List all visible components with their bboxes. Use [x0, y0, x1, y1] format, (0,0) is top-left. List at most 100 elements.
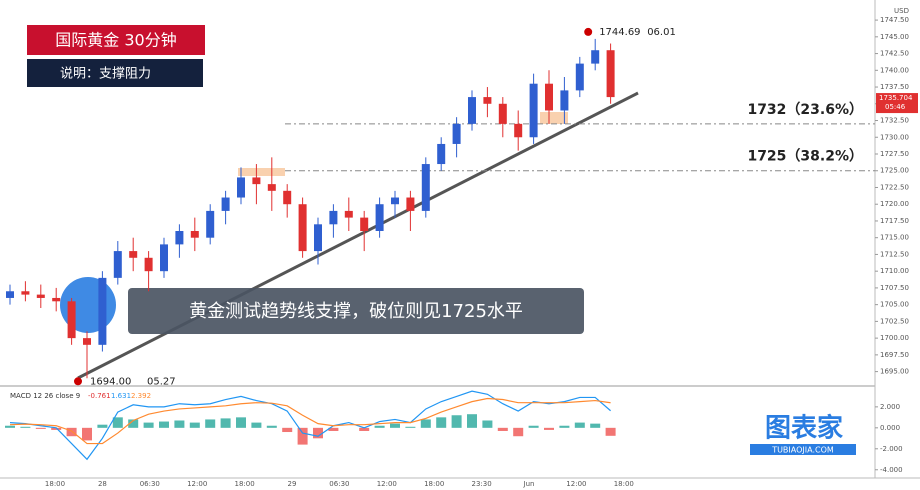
macd-hist-bar — [51, 427, 62, 430]
macd-hist-bar — [467, 414, 477, 428]
candle-body — [221, 197, 230, 211]
watermark-bar — [750, 444, 856, 455]
candle-body — [98, 277, 107, 345]
y-tick-label: 1707.50 — [880, 284, 909, 292]
y-tick-label: 1715.00 — [880, 234, 909, 242]
candle-body — [437, 143, 446, 165]
low-marker — [74, 377, 82, 386]
y-tick-label: 1732.50 — [880, 117, 909, 125]
macd-hist-bar — [328, 427, 339, 431]
candle-body — [252, 177, 261, 185]
x-tick-label: 12:00 — [187, 480, 207, 488]
annotation: 黄金测试趋势线支撑，破位则见1725水平 — [189, 301, 523, 322]
candle-body — [514, 123, 523, 138]
high-marker — [584, 27, 593, 36]
macd-hist-bar — [405, 426, 416, 428]
x-tick-label: 18:00 — [235, 480, 255, 488]
highlight-box — [238, 168, 285, 176]
candle-body — [575, 63, 584, 91]
y-tick-label: 1697.50 — [880, 351, 909, 359]
macd-hist-bar — [605, 427, 616, 436]
macd-y-tick-label: 0.000 — [880, 424, 900, 432]
candle-body — [36, 294, 45, 298]
watermark-sub: TUBIAOJIA.COM — [771, 446, 834, 455]
last-price-time: 05:46 — [885, 103, 906, 111]
candle-body — [267, 184, 276, 191]
y-tick-label: 1727.50 — [880, 150, 909, 158]
macd-hist-bar — [451, 415, 462, 428]
macd-hist-bar — [5, 425, 15, 428]
y-tick-label: 1712.50 — [880, 250, 909, 258]
macd-hist-bar — [359, 427, 370, 431]
low-date: 05.27 — [147, 376, 176, 387]
candle-body — [498, 103, 507, 124]
macd-hist-bar — [82, 427, 92, 441]
candle-body — [206, 210, 215, 238]
x-tick-label: 06:30 — [140, 480, 160, 488]
signal-value: 2.392 — [131, 392, 151, 400]
macd-hist-bar — [420, 419, 431, 428]
y-tick-label: 1730.00 — [880, 133, 909, 141]
candle-body — [344, 210, 353, 218]
candle-body — [283, 190, 292, 205]
y-tick-label: 1722.50 — [880, 183, 909, 191]
candle-body — [391, 197, 399, 205]
x-tick-label: 28 — [98, 480, 107, 488]
watermark: 图表家 — [765, 413, 843, 444]
candle-body — [21, 291, 30, 295]
macd-hist-bar — [20, 426, 31, 428]
macd-hist-bar — [220, 418, 231, 428]
candle-body — [483, 97, 492, 104]
candle-body — [67, 301, 76, 339]
level-label: 1732（23.6%） — [747, 102, 863, 118]
y-tick-label: 1702.50 — [880, 317, 909, 325]
low-label: 1694.00 — [90, 376, 131, 387]
macd-hist-bar — [390, 423, 400, 428]
x-tick-label: 12:00 — [566, 480, 586, 488]
highlight-box — [540, 112, 568, 124]
macd-hist-bar — [251, 422, 262, 428]
macd-hist-bar — [436, 417, 447, 428]
macd-hist-bar — [236, 417, 246, 428]
title-box — [27, 25, 205, 55]
macd-value: 1.631 — [111, 392, 131, 400]
subtitle-box — [27, 59, 203, 87]
annotation-box — [128, 288, 584, 334]
macd-hist-value: -0.761 — [88, 392, 111, 400]
x-tick-label: 12:00 — [377, 480, 397, 488]
macd-hist-bar — [97, 424, 108, 428]
candle-body — [113, 251, 122, 278]
candle-body — [190, 231, 199, 238]
last-price-tag — [876, 93, 918, 114]
x-tick-label: 29 — [288, 480, 297, 488]
macd-line — [9, 390, 611, 461]
x-tick-label: 06:30 — [329, 480, 349, 488]
level-label: 1725（38.2%） — [747, 149, 863, 165]
candle-body — [452, 123, 461, 144]
candle-body — [175, 231, 184, 245]
macd-hist-bar — [266, 425, 277, 428]
high-label: 1744.69 — [599, 27, 640, 38]
candle-body — [360, 217, 369, 231]
macd-hist-bar — [174, 420, 185, 428]
macd-hist-bar — [66, 427, 77, 437]
candle-body — [329, 210, 338, 225]
y-tick-label: 1742.50 — [880, 50, 909, 58]
macd-hist-bar — [574, 422, 585, 428]
macd-hist-bar — [559, 425, 570, 428]
y-tick-label: 1705.00 — [880, 301, 909, 309]
y-tick-label: 1747.50 — [880, 16, 909, 24]
macd-hist-bar — [282, 427, 293, 433]
y-tick-label: 1745.00 — [880, 33, 909, 41]
signal-line — [9, 397, 611, 445]
candle-body — [314, 224, 322, 252]
x-tick-label: 23:30 — [472, 480, 492, 488]
macd-hist-bar — [513, 427, 524, 437]
macd-title: MACD 12 26 close 9 — [10, 392, 80, 400]
macd-hist-bar — [143, 422, 154, 428]
subtitle: 说明：支撑阻力 — [60, 67, 151, 82]
candle-body — [237, 177, 245, 198]
x-tick-label: 18:00 — [424, 480, 444, 488]
macd-hist-bar — [374, 425, 385, 428]
